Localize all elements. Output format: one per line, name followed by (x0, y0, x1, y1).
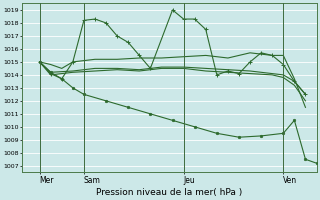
X-axis label: Pression niveau de la mer( hPa ): Pression niveau de la mer( hPa ) (96, 188, 242, 197)
